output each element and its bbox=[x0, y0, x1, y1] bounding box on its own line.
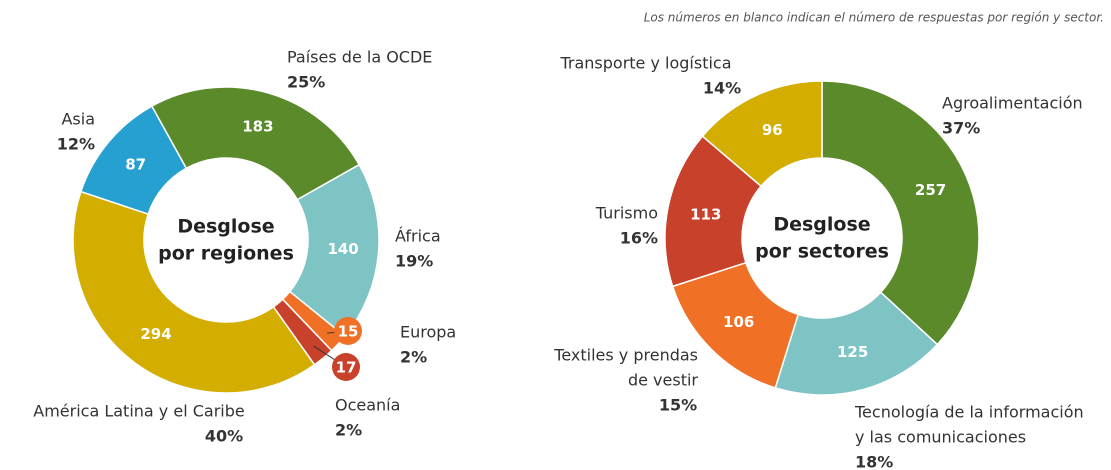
percent-label: 2% bbox=[335, 421, 362, 440]
slice-label: Europa bbox=[400, 323, 456, 342]
value-label: 87 bbox=[125, 155, 146, 173]
slice-label: de vestir bbox=[628, 371, 698, 390]
percent-label: 40% bbox=[205, 427, 243, 446]
value-label: 96 bbox=[762, 121, 783, 139]
slice-label: y las comunicaciones bbox=[855, 428, 1026, 447]
center-label: Desglose bbox=[773, 214, 870, 236]
value-label: 183 bbox=[242, 117, 273, 135]
percent-label: 15% bbox=[659, 396, 697, 415]
slice-label: Países de la OCDE bbox=[287, 48, 432, 67]
value-label: 294 bbox=[140, 325, 171, 343]
percent-label: 37% bbox=[942, 119, 980, 138]
value-label: 113 bbox=[690, 205, 721, 223]
slice-label: Turismo bbox=[595, 204, 658, 223]
slice-label: Textiles y prendas bbox=[553, 346, 698, 365]
slice-label: Tecnología de la información bbox=[854, 403, 1084, 422]
percent-label: 16% bbox=[620, 229, 658, 248]
slice-label: Oceanía bbox=[335, 396, 400, 415]
slice bbox=[150, 86, 361, 201]
percent-label: 25% bbox=[287, 73, 325, 92]
center-label: por regiones bbox=[158, 243, 294, 265]
slice-label: Asia bbox=[61, 110, 95, 129]
slice bbox=[79, 105, 188, 216]
slice bbox=[701, 80, 823, 188]
slice-label: Transporte y logística bbox=[559, 54, 731, 73]
center-label: por sectores bbox=[755, 241, 889, 263]
value-label: 15 bbox=[338, 323, 359, 341]
slice-label: Agroalimentación bbox=[942, 94, 1083, 113]
slice bbox=[664, 135, 763, 288]
center-label: Desglose bbox=[177, 216, 274, 238]
note: Los números en blanco indican el número … bbox=[644, 11, 1104, 25]
value-label: 125 bbox=[837, 343, 868, 361]
slice bbox=[821, 80, 980, 346]
percent-label: 18% bbox=[855, 453, 893, 470]
badge bbox=[332, 353, 360, 381]
percent-label: 14% bbox=[703, 79, 741, 98]
slice bbox=[72, 190, 316, 394]
percent-label: 2% bbox=[400, 348, 427, 367]
value-label: 17 bbox=[336, 359, 357, 377]
value-label: 257 bbox=[915, 181, 946, 199]
percent-label: 19% bbox=[395, 252, 433, 271]
value-label: 140 bbox=[327, 240, 358, 258]
slice-label: América Latina y el Caribe bbox=[33, 402, 244, 421]
slice-label: África bbox=[395, 227, 441, 246]
badge bbox=[334, 317, 362, 345]
value-label: 106 bbox=[723, 313, 754, 331]
percent-label: 12% bbox=[57, 135, 95, 154]
